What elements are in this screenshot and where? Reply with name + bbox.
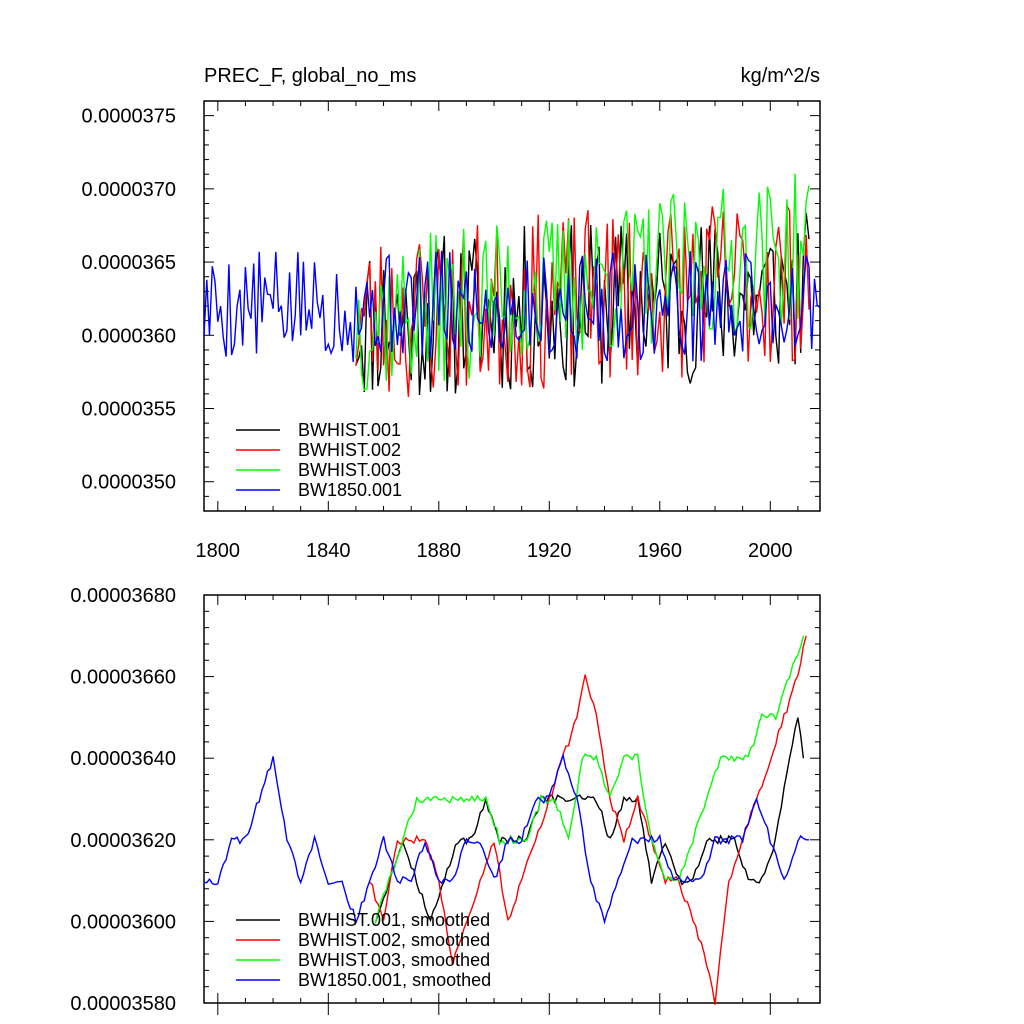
top-y-tick-label: 0.0000360 [81, 325, 176, 347]
top-legend-label: BWHIST.003 [298, 460, 401, 480]
bottom-series-line-4 [203, 752, 809, 925]
top-title: PREC_F, global_no_ms [204, 65, 416, 87]
bottom-legend-label: BWHIST.001, smoothed [298, 910, 490, 930]
top-x-tick-label: 1920 [527, 540, 572, 562]
top-x-tick-label: 2000 [748, 540, 793, 562]
bottom-series-line-2 [369, 635, 807, 1005]
bottom-y-tick-label: 0.00003580 [70, 993, 176, 1015]
bottom-series-line-3 [374, 635, 805, 924]
top-series-line-3 [355, 173, 810, 392]
top-legend-label: BWHIST.002 [298, 440, 401, 460]
bottom-axis-ticks: 0.00003580 0.00003600 0.00003620 0.00003640… [70, 585, 820, 1015]
bottom-y-tick-label: 0.00003680 [70, 585, 176, 607]
bottom-series-line-1 [374, 717, 805, 924]
top-y-tick-label: 0.0000350 [81, 472, 176, 494]
top-y-tick-label: 0.0000370 [81, 179, 176, 201]
bottom-y-tick-label: 0.00003640 [70, 748, 176, 770]
top-x-tick-label: 1800 [196, 540, 241, 562]
top-y-tick-label: 0.0000375 [81, 106, 176, 128]
bottom-y-tick-label: 0.00003620 [70, 830, 176, 852]
top-units: kg/m^2/s [741, 65, 820, 87]
bottom-series-group [203, 635, 809, 1005]
bottom-legend-label: BWHIST.002, smoothed [298, 930, 490, 950]
bottom-y-tick-label: 0.00003660 [70, 667, 176, 689]
top-legend-label: BW1850.001 [298, 480, 402, 500]
top-y-tick-label: 0.0000365 [81, 252, 176, 274]
top-x-tick-label: 1880 [417, 540, 462, 562]
bottom-legend-label: BW1850.001, smoothed [298, 970, 491, 990]
top-panel: PREC_F, global_no_ms kg/m^2/s 1800 1840 18… [81, 65, 821, 562]
top-legend-label: BWHIST.001 [298, 420, 401, 440]
top-axis-ticks: 1800 1840 1880 1920 1960 2000 0.0000350 0.00003… [81, 101, 820, 562]
bottom-y-tick-label: 0.00003600 [70, 911, 176, 933]
top-x-tick-label: 1960 [638, 540, 683, 562]
top-series-line-4 [203, 250, 821, 363]
bottom-panel: 0.00003580 0.00003600 0.00003620 0.00003640… [70, 585, 821, 1015]
top-x-tick-label: 1840 [306, 540, 351, 562]
bottom-plot-frame [203, 594, 821, 1004]
bottom-legend-label: BWHIST.003, smoothed [298, 950, 490, 970]
top-y-tick-label: 0.0000355 [81, 399, 176, 421]
top-series-group [203, 173, 821, 397]
